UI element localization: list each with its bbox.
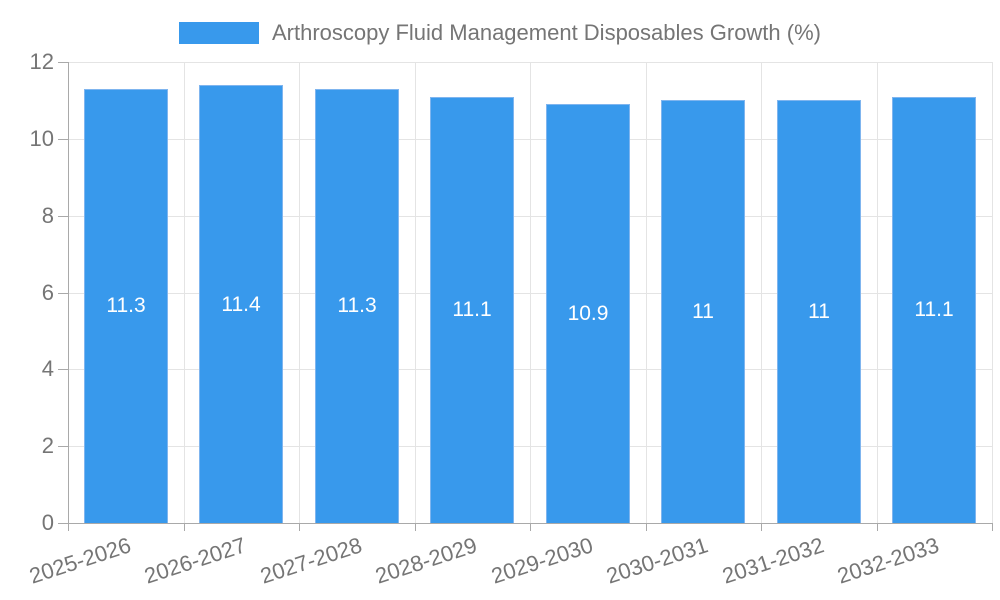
v-gridline <box>761 62 762 523</box>
bar-value-label: 11 <box>808 300 830 324</box>
bar-2026-2027[interactable]: 11.4 <box>199 85 283 523</box>
x-axis-tick-label: 2031-2032 <box>719 532 827 589</box>
x-axis-tick-label: 2028-2029 <box>372 532 480 589</box>
x-tick-mark <box>415 523 416 531</box>
v-gridline <box>415 62 416 523</box>
y-axis-tick-label: 4 <box>41 356 54 382</box>
legend-swatch-icon <box>178 22 259 44</box>
plot-area: 11.3 11.4 11.3 11.1 10.9 11 11 11.1 <box>68 62 993 523</box>
y-tick-mark <box>58 138 68 140</box>
v-gridline <box>299 62 300 523</box>
bar-2029-2030[interactable]: 10.9 <box>546 104 630 523</box>
y-tick-mark <box>58 292 68 294</box>
legend-item[interactable]: Arthroscopy Fluid Management Disposables… <box>178 20 821 46</box>
bar-value-label: 10.9 <box>567 302 609 326</box>
x-axis-line <box>58 523 992 524</box>
bar-2031-2032[interactable]: 11 <box>777 100 861 523</box>
y-axis-tick-label: 2 <box>41 433 54 459</box>
bar-2027-2028[interactable]: 11.3 <box>315 88 399 523</box>
bar-2025-2026[interactable]: 11.3 <box>84 88 168 523</box>
bar-value-label: 11.1 <box>452 298 492 322</box>
y-tick-mark <box>58 446 68 448</box>
y-axis-tick-label: 12 <box>29 49 54 74</box>
x-tick-mark <box>646 523 647 531</box>
x-tick-mark <box>530 523 531 531</box>
chart-title: Arthroscopy Fluid Management Disposables… <box>271 20 821 45</box>
bar-value-label: 11.3 <box>106 294 146 318</box>
x-tick-mark <box>761 523 762 531</box>
bar-value-label: 11.4 <box>221 292 261 316</box>
y-axis-tick-label: 0 <box>41 510 54 535</box>
v-gridline <box>530 62 531 523</box>
x-axis-tick-label: 2025-2026 <box>26 532 134 589</box>
x-tick-mark <box>184 523 185 531</box>
y-axis-line <box>68 62 69 531</box>
v-gridline <box>877 62 878 523</box>
bar-value-label: 11.1 <box>914 298 954 322</box>
bar-value-label: 11.3 <box>337 294 377 318</box>
x-tick-mark <box>299 523 300 531</box>
bar-2028-2029[interactable]: 11.1 <box>430 96 514 523</box>
bar-2030-2031[interactable]: 11 <box>661 100 745 523</box>
bar-value-label: 11 <box>692 300 714 324</box>
chart-legend: Arthroscopy Fluid Management Disposables… <box>0 20 1000 46</box>
y-tick-mark <box>58 62 68 63</box>
y-axis-tick-label: 6 <box>41 279 54 305</box>
x-axis-tick-label: 2030-2031 <box>603 532 711 589</box>
y-tick-mark <box>58 215 68 217</box>
v-gridline <box>184 62 185 523</box>
x-tick-mark <box>877 523 878 531</box>
bar-2032-2033[interactable]: 11.1 <box>892 96 976 523</box>
v-gridline <box>646 62 647 523</box>
x-tick-mark <box>992 523 993 531</box>
y-axis-tick-label: 10 <box>29 125 54 151</box>
x-axis-tick-label: 2027-2028 <box>257 532 365 589</box>
x-axis-tick-label: 2029-2030 <box>488 532 596 589</box>
y-tick-mark <box>58 369 68 371</box>
y-axis-tick-label: 8 <box>41 202 54 228</box>
v-gridline <box>992 62 993 523</box>
x-axis-tick-label: 2026-2027 <box>141 532 249 589</box>
x-axis-tick-label: 2032-2033 <box>834 532 942 589</box>
